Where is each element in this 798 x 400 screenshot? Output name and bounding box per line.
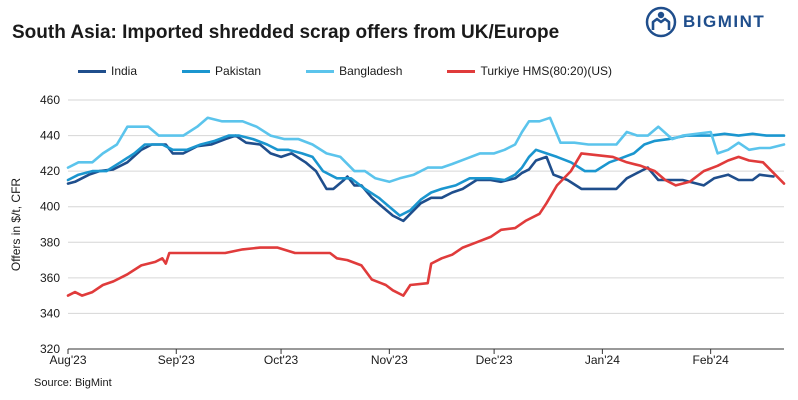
y-tick-label: 400 [40, 200, 60, 214]
series-line-india [66, 134, 775, 223]
series-line-turkiye-hms-80-20-us [66, 152, 786, 297]
legend-item-turkiye-hms-80-20-us: Turkiye HMS(80:20)(US) [447, 64, 612, 78]
chart-legend: India Pakistan Bangladesh Turkiye HMS(80:20… [78, 64, 612, 78]
x-tick-label: Aug'23 [50, 353, 87, 367]
y-tick-label: 360 [40, 271, 60, 285]
y-tick-label: 460 [40, 93, 60, 107]
series-lines [66, 116, 786, 297]
legend-label: Pakistan [215, 64, 262, 78]
legend-swatch [182, 69, 211, 73]
source-note: Source: BigMint [34, 377, 112, 389]
y-tick-label: 380 [40, 235, 60, 249]
legend-label: Turkiye HMS(80:20)(US) [480, 64, 613, 78]
x-tick-label: Sep'23 [158, 353, 195, 367]
x-tick-label: Jan'24 [585, 353, 620, 367]
y-tick-label: 420 [40, 164, 60, 178]
legend-label: Bangladesh [339, 64, 403, 78]
legend-item-india: India [78, 64, 137, 78]
gridlines [68, 99, 784, 314]
x-tick-label: Nov'23 [371, 353, 408, 367]
legend-label: India [111, 64, 138, 78]
series-line-bangladesh [66, 116, 786, 184]
y-tick-label: 340 [40, 306, 60, 320]
y-axis-label: Offers in $/t, CFR [9, 178, 23, 271]
axes: 320 340 360 380 400 420 440 460 Aug'23 Sep'23 Oct'… [9, 93, 784, 367]
legend-item-bangladesh: Bangladesh [306, 64, 402, 78]
y-tick-label: 320 [40, 342, 60, 356]
legend-swatch [447, 69, 476, 73]
legend-swatch [306, 69, 335, 73]
legend-item-pakistan: Pakistan [182, 64, 261, 78]
bigmint-logo-icon [645, 6, 677, 38]
x-tick-label: Dec'23 [476, 353, 513, 367]
series-line-pakistan [66, 132, 786, 217]
logo-text: BIGMINT [683, 12, 766, 31]
chart-title: South Asia: Imported shredded scrap offe… [12, 22, 560, 43]
y-tick-label: 440 [40, 129, 60, 143]
x-tick-label: Feb'24 [692, 353, 729, 367]
legend-swatch [78, 69, 106, 73]
brand-logo: BIGMINT [645, 6, 765, 38]
x-tick-label: Oct'23 [264, 353, 299, 367]
